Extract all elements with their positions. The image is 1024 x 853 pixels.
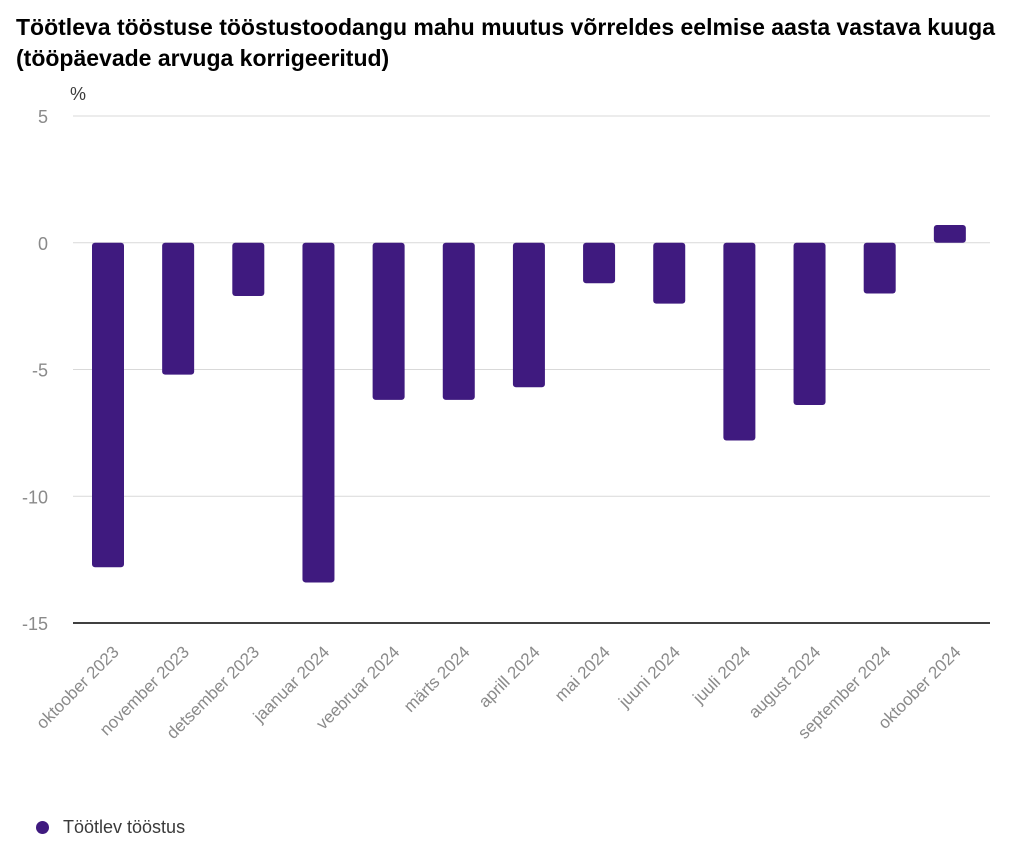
legend-marker (36, 821, 49, 834)
y-tick-label: -15 (22, 614, 48, 634)
bars (92, 225, 966, 583)
x-tick-label: aprill 2024 (475, 642, 544, 711)
bar (512, 242, 545, 388)
x-tick-label: juuni 2024 (614, 642, 684, 712)
x-tick-label: juuli 2024 (689, 642, 755, 708)
y-tick-label: 5 (38, 107, 48, 127)
x-tick-label: märts 2024 (400, 642, 474, 716)
y-tick-label: -5 (32, 361, 48, 381)
x-tick-label: mai 2024 (551, 642, 614, 705)
bar (863, 242, 896, 294)
legend-label: Töötlev tööstus (63, 817, 186, 837)
y-axis-unit-label: % (70, 84, 86, 104)
bar (162, 242, 195, 375)
bar (723, 242, 756, 441)
legend: Töötlev tööstus (36, 817, 185, 838)
chart-title: Töötleva tööstuse tööstustoodangu mahu m… (16, 14, 996, 71)
y-axis-ticks: 5 0 -5 -10 -15 (22, 107, 48, 634)
bar (583, 242, 616, 284)
bar (372, 242, 405, 400)
bar (442, 242, 475, 400)
bar (92, 242, 124, 568)
bar (302, 242, 335, 583)
bar (232, 242, 265, 296)
bar (933, 225, 966, 243)
y-tick-label: -10 (22, 487, 48, 507)
bar (793, 242, 826, 405)
y-tick-label: 0 (38, 234, 48, 254)
bar (653, 242, 686, 304)
